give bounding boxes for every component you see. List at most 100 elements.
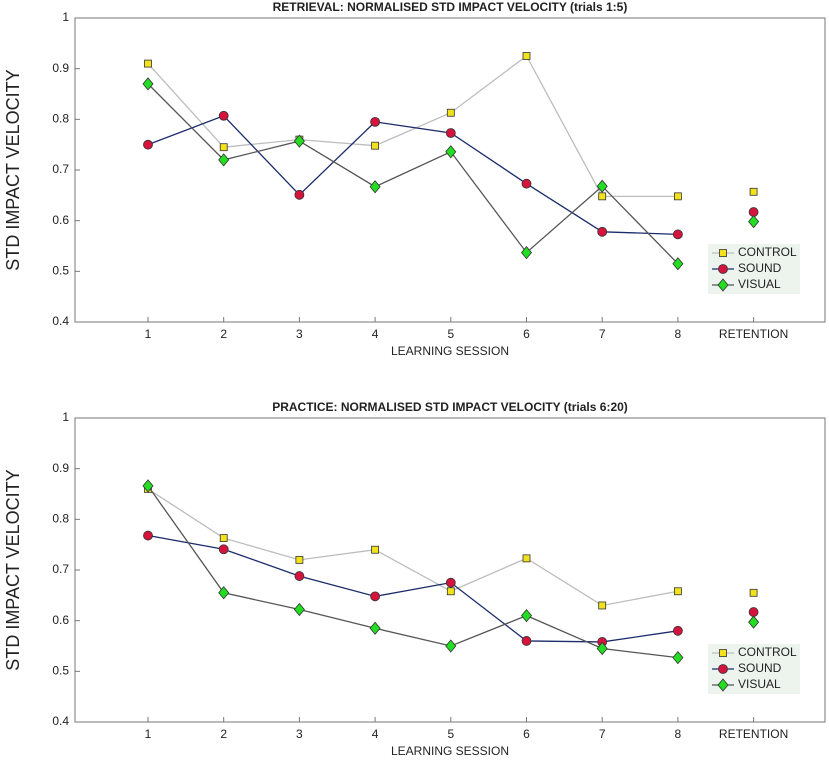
marker	[294, 571, 305, 581]
x-tick-label: 3	[296, 727, 303, 741]
marker	[718, 264, 728, 274]
x-tick-label: 6	[523, 727, 530, 741]
series-line	[147, 488, 679, 607]
marker	[673, 625, 683, 636]
marker	[596, 641, 608, 656]
marker	[143, 530, 153, 541]
marker	[521, 636, 532, 646]
marker	[445, 639, 457, 653]
marker	[674, 587, 682, 596]
marker	[748, 615, 760, 629]
marker	[295, 555, 304, 564]
y-tick-label: 0.5	[52, 264, 69, 278]
legend-label: CONTROL	[738, 245, 797, 259]
y-tick-label: 0.6	[52, 213, 69, 227]
marker	[748, 607, 759, 617]
marker	[719, 649, 727, 657]
marker	[598, 192, 607, 201]
marker	[142, 77, 154, 91]
chart-title: PRACTICE: NORMALISED STD IMPACT VELOCITY…	[272, 400, 628, 414]
y-axis-label: STD IMPACT VELOCITY	[3, 69, 23, 270]
marker	[717, 278, 729, 292]
x-tick-label: 4	[372, 327, 379, 341]
marker	[748, 215, 760, 229]
marker	[370, 116, 381, 127]
marker	[446, 108, 455, 117]
marker	[218, 586, 230, 600]
y-tick-label: 1	[62, 10, 69, 24]
marker	[219, 143, 228, 152]
x-tick-label: 7	[599, 727, 606, 741]
y-tick-label: 0.9	[52, 61, 69, 75]
marker	[673, 229, 683, 240]
marker	[371, 545, 380, 554]
x-tick-label: 1	[145, 327, 152, 341]
x-tick-label: 2	[220, 327, 227, 341]
marker	[719, 249, 727, 257]
y-tick-label: 1	[62, 410, 69, 424]
marker	[218, 153, 230, 167]
y-tick-label: 0.8	[52, 112, 69, 126]
x-tick-label: RETENTION	[719, 327, 788, 341]
marker	[293, 134, 305, 148]
legend-label: SOUND	[738, 261, 782, 275]
chart: 0.4 0.5 0.6 0.7 0.8 0.9 1 1 2 3 4 5 6 7 8 RETENTION RETR…	[3, 0, 826, 358]
x-tick-label: 5	[447, 727, 454, 741]
x-tick-label: RETENTION	[719, 727, 788, 741]
marker	[293, 602, 305, 617]
marker	[521, 178, 532, 189]
chart: 0.4 0.5 0.6 0.7 0.8 0.9 1 1 2 3 4 5 6 7 8 RETENTION PRAC…	[3, 400, 826, 758]
legend-label: SOUND	[738, 661, 782, 675]
marker	[369, 621, 381, 635]
marker	[598, 601, 607, 610]
x-tick-label: 6	[523, 327, 530, 341]
marker	[520, 245, 533, 260]
marker	[218, 544, 229, 555]
marker	[522, 52, 531, 60]
series-line	[147, 485, 678, 659]
legend-label: VISUAL	[738, 677, 781, 691]
marker	[219, 534, 228, 542]
x-tick-label: 7	[599, 327, 606, 341]
marker	[143, 139, 153, 150]
x-axis-label: LEARNING SESSION	[391, 744, 509, 758]
series-line	[147, 55, 678, 197]
x-tick-label: 8	[675, 727, 682, 741]
marker	[672, 257, 684, 271]
marker	[717, 678, 729, 692]
marker	[522, 554, 531, 563]
y-tick-label: 0.7	[52, 162, 69, 176]
series-line	[147, 115, 678, 235]
marker	[445, 128, 456, 138]
x-axis-label: LEARNING SESSION	[391, 344, 509, 358]
legend-label: CONTROL	[738, 645, 797, 659]
marker	[520, 608, 533, 623]
legend-label: VISUAL	[738, 277, 781, 291]
marker	[142, 479, 154, 493]
x-tick-label: 4	[372, 727, 379, 741]
marker	[369, 180, 381, 194]
marker	[371, 141, 380, 150]
y-tick-label: 0.6	[52, 613, 69, 627]
series-line	[147, 83, 679, 265]
marker	[674, 192, 682, 201]
marker	[596, 179, 608, 193]
y-tick-label: 0.4	[52, 714, 69, 728]
y-tick-label: 0.9	[52, 461, 69, 475]
x-tick-label: 5	[447, 327, 454, 341]
x-tick-label: 1	[145, 727, 152, 741]
marker	[597, 226, 608, 237]
marker	[446, 587, 455, 596]
y-axis-label: STD IMPACT VELOCITY	[3, 469, 23, 670]
y-tick-label: 0.7	[52, 562, 69, 576]
x-tick-label: 2	[220, 727, 227, 741]
x-tick-label: 3	[296, 327, 303, 341]
x-tick-label: 8	[675, 327, 682, 341]
y-tick-label: 0.4	[52, 314, 69, 328]
marker	[749, 187, 758, 196]
y-tick-label: 0.8	[52, 512, 69, 526]
marker	[370, 591, 381, 602]
marker	[672, 651, 684, 665]
marker	[218, 110, 229, 121]
